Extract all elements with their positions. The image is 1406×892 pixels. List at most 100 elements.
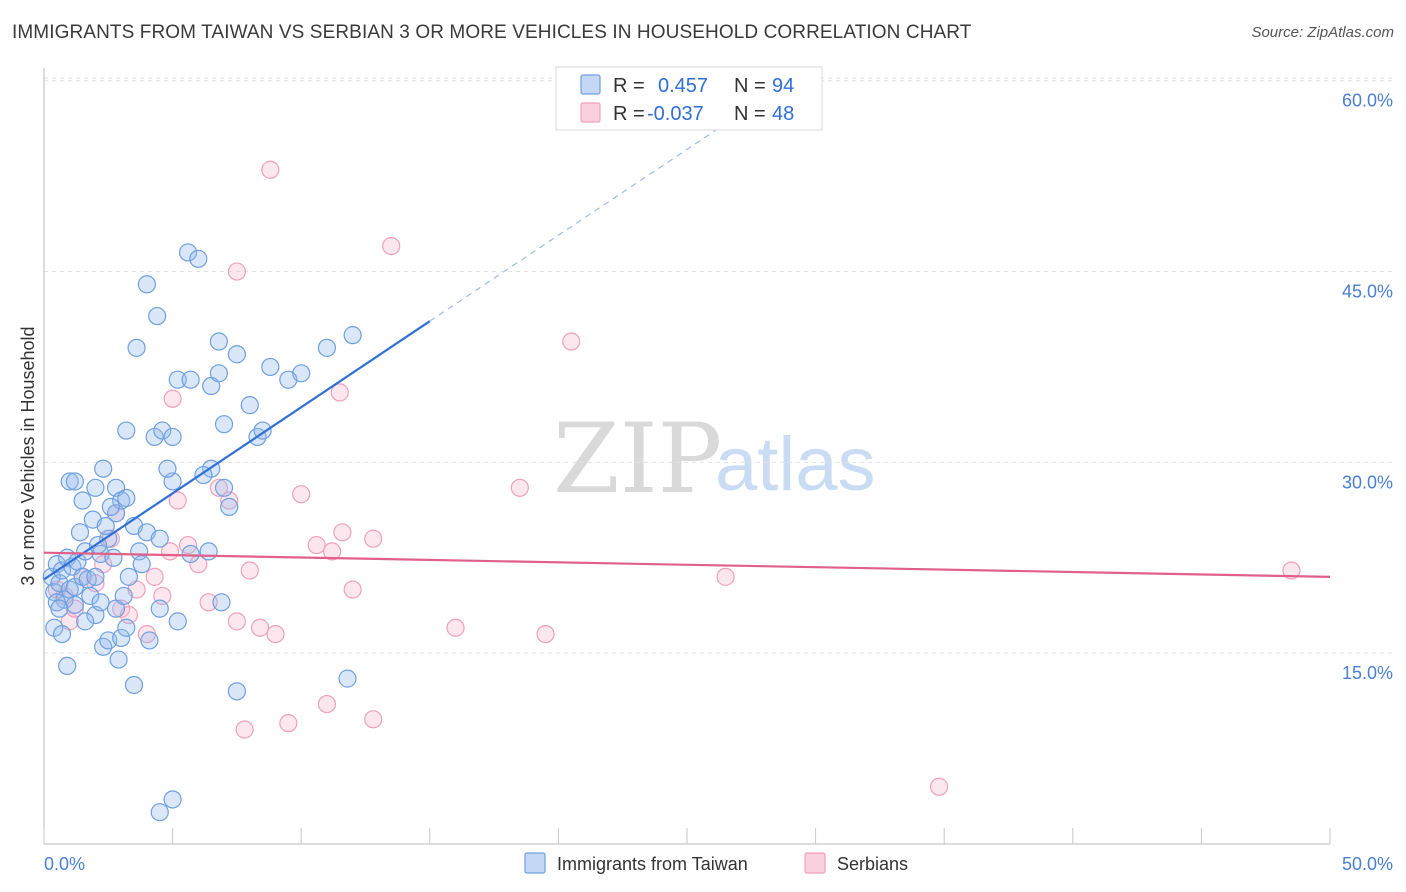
- taiwan-point: [150, 803, 169, 822]
- taiwan-point: [227, 345, 246, 364]
- serbian-point: [333, 523, 352, 542]
- taiwan-point: [60, 472, 79, 491]
- taiwan-point: [292, 364, 311, 383]
- source-label: Source: ZipAtlas.com: [1251, 24, 1394, 41]
- serbian-point: [240, 561, 259, 580]
- taiwan-point: [168, 612, 187, 631]
- taiwan-point: [181, 370, 200, 389]
- serbian-point: [317, 694, 337, 714]
- serbian-point: [536, 624, 555, 644]
- taiwan-point: [65, 472, 84, 491]
- serbian-point: [145, 567, 164, 586]
- legend-n-label-serbian: N =: [734, 103, 766, 125]
- legend-box: R = 0.457 N = 94 R = -0.037 N = 48: [555, 66, 823, 131]
- legend-n-value-serbian: 48: [772, 103, 794, 125]
- taiwan-point: [178, 243, 198, 262]
- serbian-point: [163, 389, 182, 408]
- serbian-point: [716, 567, 735, 586]
- taiwan-point: [73, 567, 92, 586]
- taiwan-trend-line: [43, 320, 431, 581]
- taiwan-point: [119, 567, 138, 586]
- legend-n-value-taiwan: 94: [772, 75, 794, 97]
- taiwan-point: [50, 599, 69, 618]
- taiwan-point: [140, 631, 159, 650]
- taiwan-point: [150, 529, 169, 548]
- y-tick-label: 60.0%: [1342, 91, 1393, 111]
- taiwan-point: [220, 497, 239, 516]
- taiwan-point: [227, 682, 246, 701]
- serbian-point: [227, 612, 246, 631]
- legend-r-value-serbian: -0.037: [647, 103, 704, 125]
- taiwan-point: [153, 421, 172, 440]
- taiwan-point: [343, 326, 362, 345]
- taiwan-point: [189, 249, 208, 268]
- taiwan-point: [148, 306, 167, 326]
- taiwan-point: [137, 275, 156, 294]
- taiwan-point: [212, 593, 231, 612]
- legend-swatch-serbian: [580, 102, 601, 123]
- serbian-point: [250, 618, 270, 637]
- y-tick-label: 45.0%: [1342, 282, 1393, 302]
- taiwan-point: [199, 542, 218, 561]
- serbian-point: [364, 710, 383, 729]
- taiwan-point: [338, 669, 357, 688]
- serbian-point: [929, 777, 949, 796]
- taiwan-point: [117, 421, 136, 440]
- serbian-point: [322, 542, 342, 561]
- taiwan-point: [150, 599, 169, 618]
- legend-r-label-taiwan: R =: [613, 75, 645, 97]
- serbian-point: [209, 478, 228, 497]
- series-taiwan: [42, 243, 362, 822]
- serbian-point: [235, 720, 254, 739]
- taiwan-point: [124, 675, 144, 695]
- y-tick-label: 30.0%: [1342, 472, 1393, 492]
- taiwan-point: [96, 516, 115, 536]
- taiwan-point: [117, 488, 136, 508]
- y-axis-label: 3 or more Vehicles in Household: [18, 326, 38, 585]
- taiwan-point: [104, 548, 123, 567]
- taiwan-point: [52, 624, 72, 644]
- taiwan-point: [112, 491, 131, 510]
- taiwan-point: [163, 790, 182, 809]
- serbian-point: [562, 332, 581, 351]
- taiwan-point: [117, 618, 136, 637]
- serbian-point: [510, 478, 529, 497]
- taiwan-point: [73, 491, 92, 510]
- taiwan-point: [65, 595, 84, 614]
- taiwan-point: [114, 586, 133, 606]
- taiwan-trend-extension: [429, 114, 739, 322]
- x-axis-ticks: [43, 828, 1331, 844]
- taiwan-point: [214, 478, 234, 497]
- taiwan-point: [112, 628, 131, 648]
- serbian-point: [446, 618, 465, 637]
- legend-n-label-taiwan: N =: [734, 75, 766, 97]
- serbian-point: [343, 580, 362, 599]
- serbian-point: [382, 236, 401, 256]
- taiwan-point: [81, 586, 100, 606]
- y-axis-tick-labels: 15.0% 30.0% 45.0% 60.0%: [1342, 91, 1393, 683]
- taiwan-point: [209, 364, 228, 383]
- trend-lines: [43, 114, 1331, 581]
- taiwan-point: [168, 370, 187, 389]
- serbian-point: [261, 160, 280, 179]
- serbian-point: [266, 624, 285, 644]
- taiwan-point: [70, 523, 90, 542]
- taiwan-point: [261, 357, 280, 377]
- serbian-trend-line: [43, 551, 1331, 578]
- taiwan-point: [209, 332, 228, 351]
- taiwan-point: [86, 567, 105, 586]
- taiwan-point: [163, 427, 182, 447]
- serbian-point: [292, 485, 311, 504]
- legend-r-value-taiwan: 0.457: [658, 75, 708, 97]
- watermark-zip: ZIP: [553, 403, 722, 515]
- taiwan-point: [181, 544, 200, 564]
- legend-swatch-taiwan: [580, 74, 601, 95]
- watermark-atlas: atlas: [715, 422, 876, 507]
- bottom-legend: Immigrants from Taiwan Serbians: [524, 852, 908, 874]
- serbian-point: [1282, 561, 1301, 580]
- chart-title: IMMIGRANTS FROM TAIWAN VS SERBIAN 3 OR M…: [12, 22, 972, 43]
- serbian-point: [364, 529, 383, 548]
- taiwan-point: [158, 459, 177, 478]
- serbian-point: [199, 593, 218, 612]
